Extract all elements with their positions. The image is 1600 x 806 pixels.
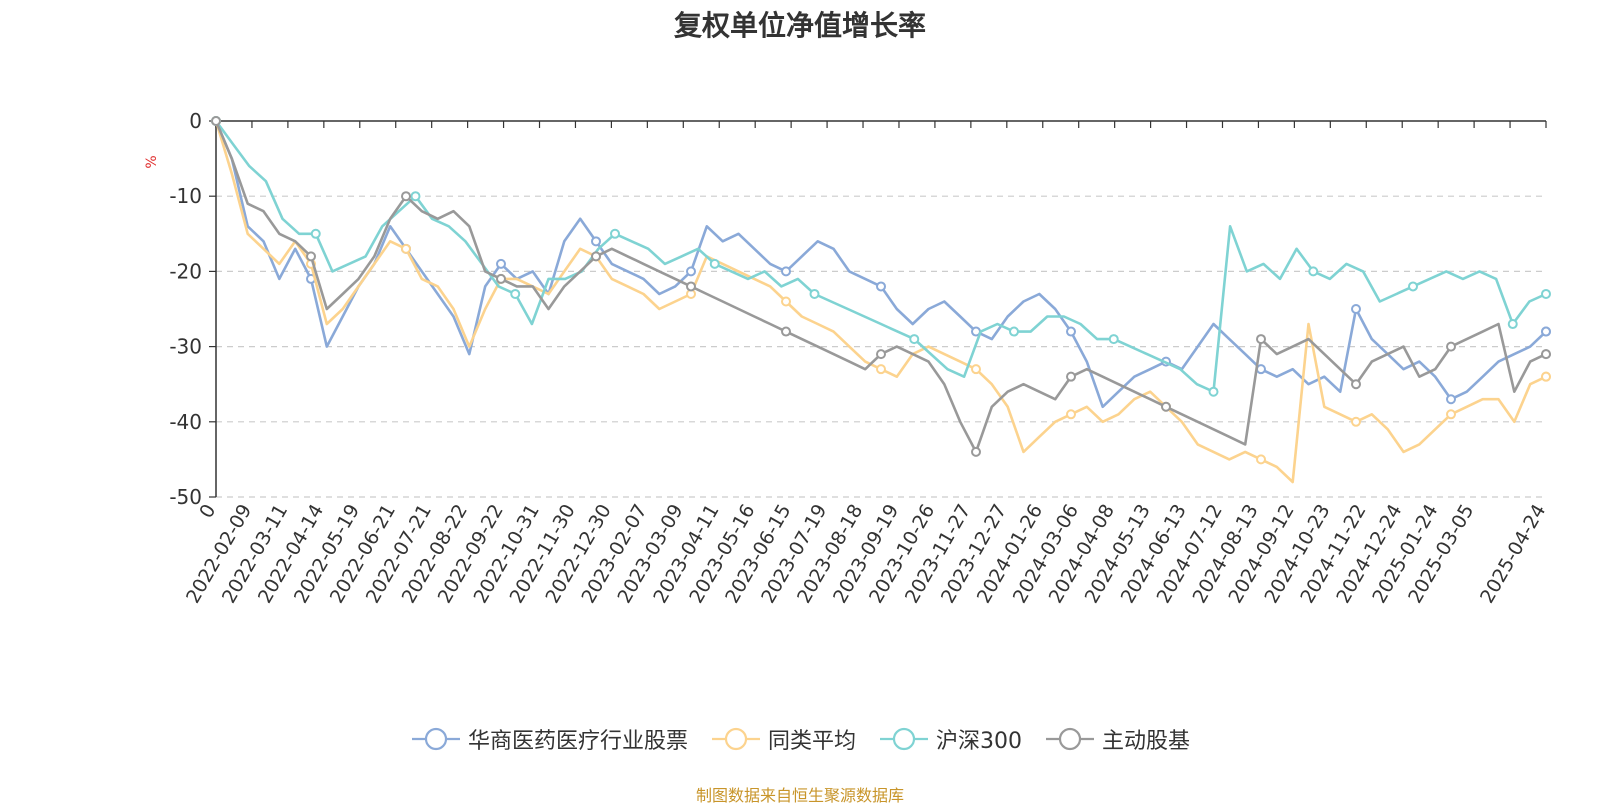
series-point: [510, 288, 521, 299]
source-note: 制图数据来自恒生聚源数据库: [695, 786, 904, 805]
series-point: [1541, 349, 1551, 360]
series-point: [591, 236, 601, 247]
series-point: [876, 364, 886, 375]
series-point: [1541, 326, 1551, 337]
series-point: [1066, 409, 1076, 420]
series-point: [1161, 401, 1171, 412]
series-point: [1351, 416, 1361, 427]
legend-label: 主动股基: [1102, 729, 1191, 754]
grid-lines: [216, 195, 1546, 498]
series-point: [781, 296, 791, 307]
series-point: [1256, 454, 1266, 465]
series-point: [686, 266, 696, 277]
legend-item-3[interactable]: 沪深300: [878, 723, 1022, 755]
legend-label: 沪深300: [936, 729, 1022, 754]
series-point: [496, 258, 506, 269]
series-point: [410, 191, 421, 202]
series-point: [971, 364, 981, 375]
series-point: [1446, 341, 1456, 352]
series-point: [1009, 326, 1019, 337]
legend-line-marker-icon: [711, 727, 760, 751]
legend: 华商医药医疗行业股票 同类平均 沪深300 主动股基: [0, 723, 1600, 755]
series-point: [1308, 266, 1319, 277]
series-point: [401, 191, 411, 202]
series-point: [1446, 394, 1456, 405]
legend-item-1[interactable]: 华商医药医疗行业股票: [410, 723, 688, 755]
series-line-2: [214, 120, 1547, 484]
legend-item-4[interactable]: 主动股基: [1044, 723, 1190, 755]
series-point: [310, 228, 321, 239]
series-point: [1446, 409, 1456, 420]
series-point: [306, 251, 316, 262]
y-tick-label: -20: [169, 259, 202, 283]
series-point: [1351, 379, 1361, 390]
series-point: [781, 266, 791, 277]
series-point: [1108, 334, 1119, 345]
series-point: [496, 273, 506, 284]
series-line-3: [214, 120, 1547, 393]
legend-line-marker-icon: [880, 727, 928, 751]
y-tick-label: 0: [189, 109, 202, 133]
series-point: [1408, 281, 1418, 292]
series-point: [1066, 326, 1076, 337]
legend-line-marker-icon: [411, 727, 460, 751]
series-point: [781, 326, 791, 337]
series-point: [876, 349, 886, 360]
series-point: [1208, 386, 1219, 397]
series-point: [909, 334, 920, 345]
y-tick-label: -10: [169, 184, 202, 208]
series-point: [686, 281, 696, 292]
series-lines: [211, 116, 1551, 484]
y-tick-label: -40: [169, 410, 202, 434]
series-point: [1507, 319, 1518, 330]
legend-item-2[interactable]: 同类平均: [710, 723, 856, 755]
y-tick-label: -30: [169, 335, 202, 359]
series-point: [610, 228, 620, 239]
series-point: [1066, 371, 1076, 382]
series-point: [1541, 288, 1551, 299]
x-tick-label: 0: [195, 501, 220, 522]
series-point: [971, 446, 981, 457]
series-point: [401, 243, 411, 254]
series-point: [809, 288, 820, 299]
chart-title: 复权单位净值增长率: [673, 9, 926, 42]
legend-line-marker-icon: [1046, 727, 1094, 751]
series-point: [876, 281, 886, 292]
series-point: [591, 251, 601, 262]
legend-label: 华商医药医疗行业股票: [467, 729, 688, 754]
legend-label: 同类平均: [767, 729, 856, 754]
series-point: [1541, 371, 1551, 382]
x-tick-label: 2025-04-24: [1476, 501, 1550, 608]
series-point: [211, 116, 221, 126]
series-point: [1256, 334, 1266, 345]
series-point: [1351, 304, 1361, 314]
series-point: [709, 258, 720, 269]
y-tick-label: -50: [169, 485, 202, 509]
y-axis-label: %: [144, 155, 160, 168]
